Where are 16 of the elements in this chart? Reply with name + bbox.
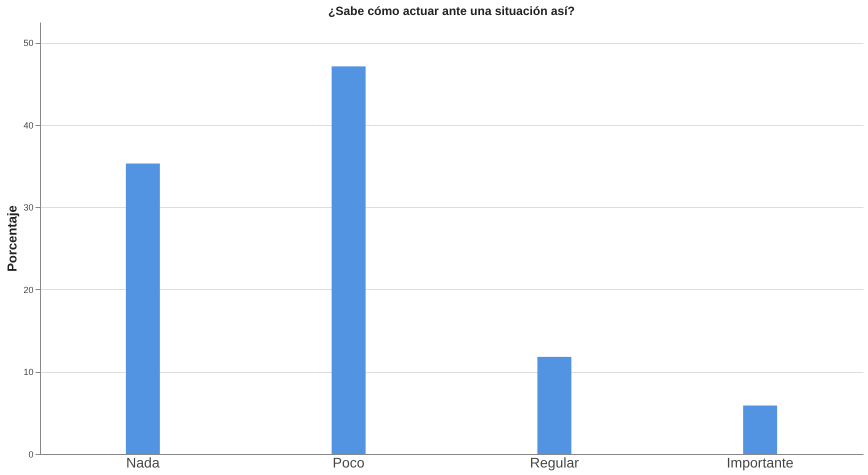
y-tick-label: 10 [23,367,34,378]
y-tick-label: 40 [23,120,34,130]
bar [537,356,572,454]
y-axis-title: Porcentaje [4,205,20,272]
x-tick-label: Nada [126,454,160,470]
chart-title: ¿Sabe cómo actuar ante una situación así? [328,4,575,18]
bar [332,66,366,454]
y-tick-label: 50 [23,38,34,48]
y-tick-label: 20 [23,284,34,295]
y-tick-label: 0 [28,450,34,460]
x-tick-label: Poco [332,454,365,470]
bar [743,405,778,454]
x-tick-label: Regular [530,454,580,470]
bar [126,164,160,454]
x-tick-label: Importante [726,454,794,470]
y-tick-label: 30 [23,202,34,213]
